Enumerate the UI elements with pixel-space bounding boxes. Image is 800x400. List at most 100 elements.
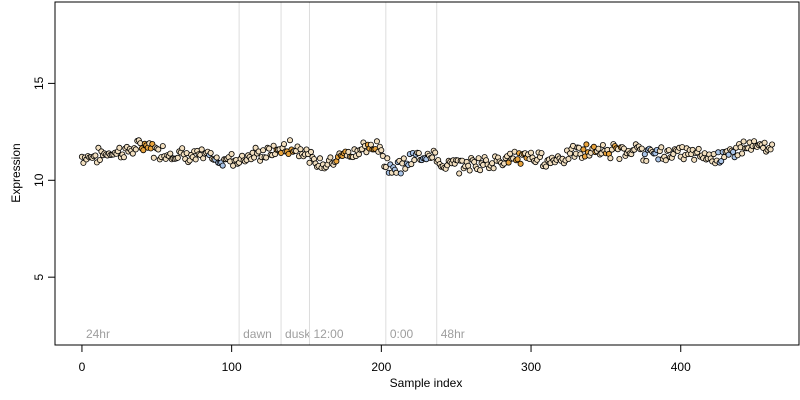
data-point [198, 146, 205, 153]
data-point [691, 156, 698, 163]
data-point [384, 155, 391, 162]
data-point [456, 170, 463, 177]
data-point [580, 146, 587, 153]
data-point [219, 162, 226, 169]
data-point [228, 150, 235, 157]
x-axis-title: Sample index [390, 376, 463, 390]
data-point [718, 158, 725, 165]
y-tick-label: 5 [32, 274, 46, 281]
data-point [543, 163, 550, 170]
data-points [78, 137, 776, 177]
region-label: dawn [243, 327, 272, 341]
y-tick-label: 10 [32, 173, 46, 187]
data-point [466, 167, 473, 174]
y-axis: 5 10 15 [32, 76, 56, 281]
data-point [432, 149, 439, 156]
data-point [266, 145, 273, 152]
data-point [306, 159, 313, 166]
region-label: 12:00 [313, 327, 343, 341]
data-point [695, 145, 702, 152]
data-point [761, 139, 768, 146]
data-point [378, 147, 385, 154]
x-tick-label: 400 [671, 360, 691, 374]
data-point [411, 156, 418, 163]
data-point [129, 150, 136, 157]
data-point [373, 138, 380, 145]
data-point [514, 156, 521, 163]
data-point [725, 151, 732, 158]
region-label: 24hr [86, 327, 110, 341]
data-point [263, 154, 270, 161]
data-point [415, 150, 422, 157]
data-point [280, 141, 287, 148]
data-point [316, 155, 323, 162]
data-point [179, 145, 186, 152]
data-point [517, 160, 524, 167]
data-point [638, 145, 645, 152]
plot-frame [54, 1, 800, 346]
data-point [192, 156, 199, 163]
data-point [490, 165, 497, 172]
data-point [116, 144, 123, 151]
x-axis: 0 100 200 300 400 [79, 344, 691, 374]
data-point [174, 154, 181, 161]
data-point [662, 157, 669, 164]
data-point [528, 149, 535, 156]
data-point [595, 145, 602, 152]
data-point [150, 154, 157, 161]
data-point [132, 146, 139, 153]
data-point [297, 146, 304, 153]
data-point [643, 157, 650, 164]
data-point [475, 155, 482, 162]
data-point [159, 143, 166, 150]
region-label: 0:00 [390, 327, 414, 341]
data-point [307, 148, 314, 155]
x-tick-label: 100 [222, 360, 242, 374]
data-point [120, 154, 127, 161]
region-label: 48hr [441, 327, 465, 341]
data-point [477, 167, 484, 174]
data-point [155, 146, 162, 153]
data-point [565, 155, 572, 162]
data-point [616, 155, 623, 162]
data-point [429, 154, 436, 161]
data-point [270, 142, 277, 149]
data-point [658, 144, 665, 151]
data-point [286, 137, 293, 144]
data-point [739, 150, 746, 157]
data-point [379, 152, 386, 159]
data-point [769, 141, 776, 148]
data-point [213, 154, 220, 161]
x-tick-label: 300 [521, 360, 541, 374]
data-point [207, 149, 214, 156]
y-axis-title: Expression [9, 143, 23, 202]
data-point [140, 147, 147, 154]
data-point [408, 161, 415, 168]
data-point [665, 147, 672, 154]
region-dividers: 24hr dawn dusk 12:00 0:00 48hr [86, 2, 465, 345]
data-point [397, 170, 404, 177]
data-point [538, 150, 545, 157]
data-point [599, 141, 606, 148]
data-point [400, 155, 407, 162]
data-point [382, 164, 389, 171]
data-point [92, 152, 99, 159]
x-tick-label: 0 [79, 360, 86, 374]
data-point [767, 146, 774, 153]
data-point [751, 138, 758, 145]
data-point [167, 150, 174, 157]
data-point [505, 159, 512, 166]
data-point [583, 141, 590, 148]
data-point [96, 156, 103, 163]
data-point [251, 154, 258, 161]
region-label: dusk [285, 327, 311, 341]
data-point [607, 155, 614, 162]
data-point [327, 154, 334, 161]
y-tick-label: 15 [32, 76, 46, 90]
data-point [740, 138, 747, 145]
x-tick-label: 200 [371, 360, 391, 374]
data-point [260, 147, 267, 154]
data-point [730, 148, 737, 155]
data-point [641, 151, 648, 158]
